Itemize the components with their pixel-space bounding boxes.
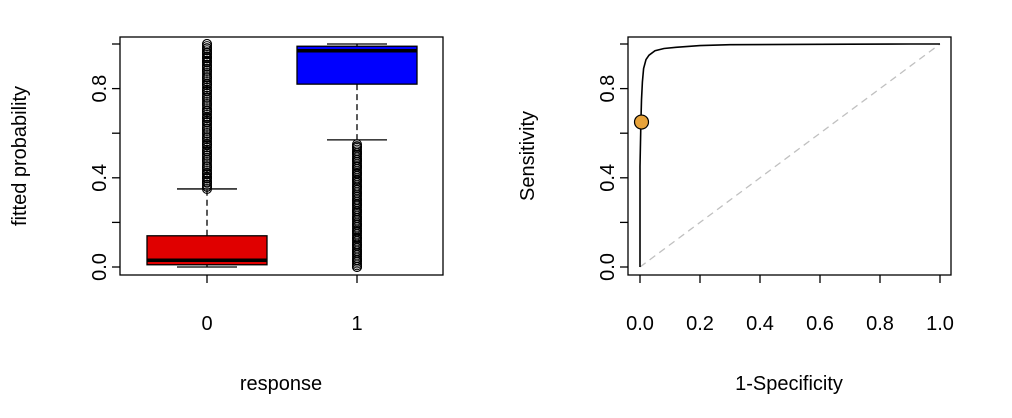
outlier-point <box>202 128 212 139</box>
outlier-point <box>202 172 212 183</box>
outlier-point <box>202 99 212 110</box>
outlier-point <box>202 150 212 161</box>
outlier-point <box>202 123 212 134</box>
boxplot-y-axis: 0.0 0.4 0.8 <box>89 43 120 281</box>
outlier-point <box>352 181 362 192</box>
outlier-point <box>352 199 362 210</box>
outlier-point <box>352 212 362 223</box>
outlier-point <box>352 195 362 206</box>
x-tick-label: 0.6 <box>806 313 834 335</box>
outlier-point <box>202 117 212 128</box>
outlier-point <box>202 146 212 157</box>
y-tick-label: 0.0 <box>597 253 619 281</box>
boxplot-frame <box>119 36 444 276</box>
outlier-point <box>352 262 362 272</box>
x-tick-label: 1 <box>351 313 362 335</box>
outlier-point <box>352 246 362 257</box>
outlier-point <box>352 233 362 244</box>
y-tick-label: 0.8 <box>597 75 619 103</box>
boxplot-y-label: fitted probability <box>9 86 31 226</box>
roc-x-axis: 0.0 0.2 0.4 0.6 0.8 1.0 <box>626 275 954 335</box>
x-tick-label: 0 <box>201 313 212 335</box>
roc-x-label: 1-Specificity <box>735 373 843 395</box>
boxplot-x-label: response <box>240 373 322 395</box>
outlier-point <box>352 219 362 230</box>
outlier-point <box>352 239 362 250</box>
roc-marks <box>633 43 941 268</box>
x-tick-label: 0.4 <box>746 313 774 335</box>
outlier-point <box>352 161 362 172</box>
outlier-point <box>352 226 362 237</box>
optimal-threshold-point <box>633 114 650 130</box>
x-tick-label: 0.2 <box>686 313 714 335</box>
outlier-point <box>352 206 362 217</box>
x-tick-label: 1.0 <box>926 313 954 335</box>
outlier-point <box>352 168 362 179</box>
y-tick-label: 0.4 <box>89 164 111 192</box>
outlier-point <box>352 175 362 186</box>
outlier-point <box>352 188 362 199</box>
y-tick-label: 0.0 <box>89 253 111 281</box>
outlier-point <box>202 72 212 83</box>
outlier-point <box>202 161 212 172</box>
y-tick-label: 0.4 <box>597 164 619 192</box>
box-1 <box>296 45 418 85</box>
roc-y-label: Sensitivity <box>517 111 539 201</box>
outlier-point <box>202 112 212 123</box>
x-tick-label: 0.0 <box>626 313 654 335</box>
roc-panel: 0.0 0.4 0.8 0.0 0.2 0.4 0.6 0.8 1.0 1-Specifici… <box>517 36 954 395</box>
outlier-point <box>202 105 212 116</box>
outlier-point <box>202 168 212 179</box>
outlier-point <box>202 39 212 49</box>
outlier-point <box>202 139 212 150</box>
outlier-point <box>202 43 212 54</box>
outlier-point <box>352 148 362 159</box>
reference-diagonal <box>639 43 941 268</box>
roc-y-axis: 0.0 0.4 0.8 <box>597 43 628 281</box>
y-tick-label: 0.8 <box>89 75 111 103</box>
outlier-point <box>202 79 212 90</box>
roc-curve <box>639 43 940 267</box>
outlier-point <box>202 85 212 96</box>
x-tick-label: 0.8 <box>866 313 894 335</box>
outlier-point <box>352 141 362 152</box>
outlier-point <box>352 154 362 165</box>
outlier-point <box>202 92 212 103</box>
boxplot-marks <box>146 39 418 272</box>
roc-frame <box>627 36 952 276</box>
